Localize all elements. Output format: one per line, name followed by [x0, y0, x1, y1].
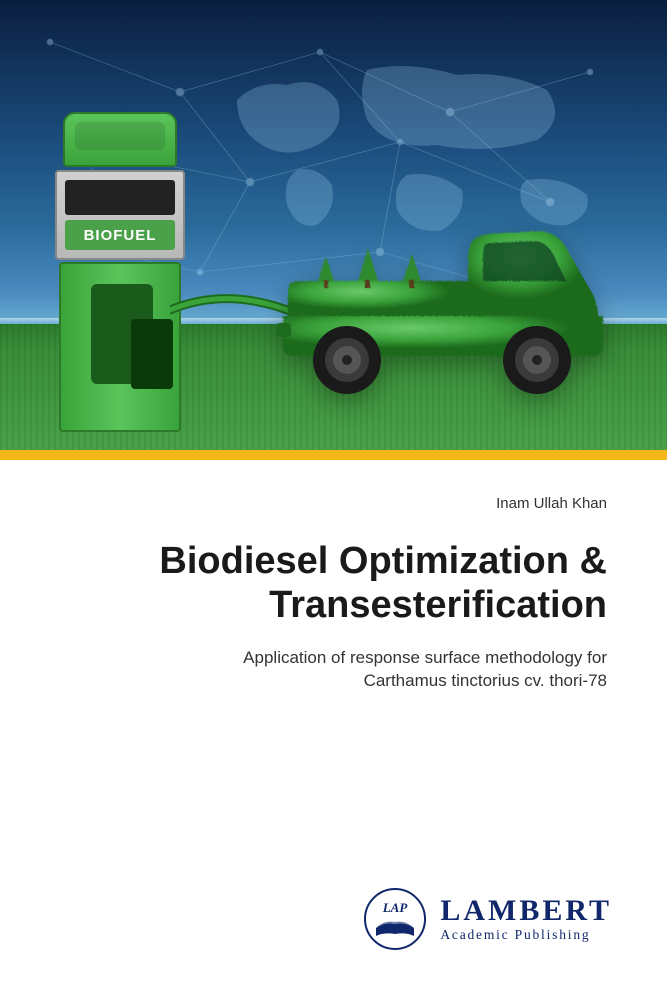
biofuel-pump: BIOFUEL	[55, 112, 185, 432]
book-subtitle: Application of response surface methodol…	[60, 647, 607, 693]
publisher-text: LAMBERT Academic Publishing	[440, 896, 612, 942]
pump-top	[63, 112, 177, 167]
title-line-1: Biodiesel Optimization &	[159, 540, 607, 582]
logo-badge-text: LAP	[382, 900, 409, 915]
yellow-divider-stripe	[0, 450, 667, 460]
publisher-name: LAMBERT	[440, 896, 612, 926]
pump-body	[59, 262, 181, 432]
pump-display: BIOFUEL	[55, 170, 185, 260]
author-name: Inam Ullah Khan	[60, 495, 607, 512]
content-area: Inam Ullah Khan Biodiesel Optimization &…	[0, 460, 667, 693]
publisher-logo-icon: LAP	[364, 888, 426, 950]
title-line-2: Transesterification	[269, 584, 607, 626]
publisher-block: LAP LAMBERT Academic Publishing	[364, 888, 612, 950]
subtitle-line-1: Application of response surface methodol…	[243, 648, 607, 667]
publisher-tagline: Academic Publishing	[440, 928, 612, 942]
subtitle-line-2: Carthamus tinctorius cv. thori-78	[364, 671, 607, 690]
leaf-truck	[267, 205, 607, 405]
cover-illustration: BIOFUEL	[0, 0, 667, 450]
pump-label: BIOFUEL	[65, 220, 175, 250]
book-title: Biodiesel Optimization & Transesterifica…	[60, 540, 607, 627]
